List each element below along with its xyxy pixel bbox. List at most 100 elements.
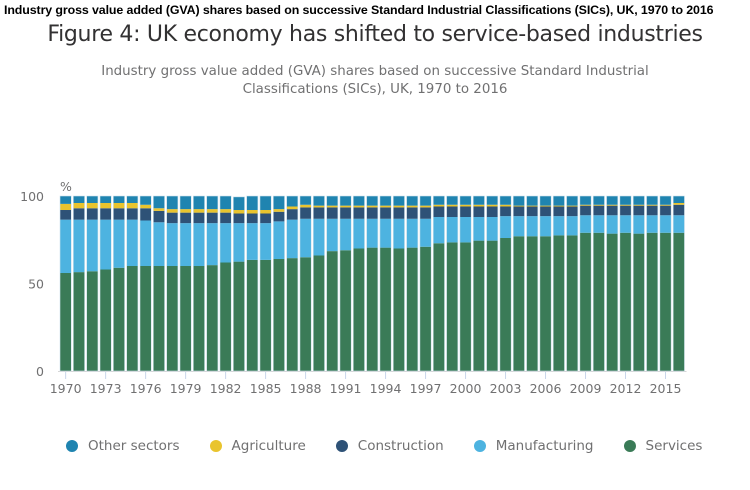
bar-segment-manufacturing[interactable] — [633, 215, 645, 234]
bar-stack-1999[interactable] — [446, 195, 459, 372]
bar-segment-manufacturing[interactable] — [619, 215, 632, 233]
bar-segment-other-sectors[interactable] — [553, 196, 565, 206]
bar-segment-other-sectors[interactable] — [579, 196, 592, 205]
bar-stack-1979[interactable] — [179, 195, 192, 372]
bar-segment-services[interactable] — [326, 251, 338, 372]
bar-segment-agriculture[interactable] — [473, 204, 485, 207]
bar-segment-manufacturing[interactable] — [606, 215, 618, 234]
bar-segment-services[interactable] — [593, 232, 605, 371]
bar-segment-manufacturing[interactable] — [406, 218, 418, 248]
bar-segment-services[interactable] — [246, 259, 258, 372]
bar-segment-construction[interactable] — [473, 206, 485, 218]
bar-segment-other-sectors[interactable] — [366, 196, 378, 206]
bar-segment-construction[interactable] — [153, 210, 165, 223]
bar-segment-other-sectors[interactable] — [299, 196, 312, 205]
bar-segment-agriculture[interactable] — [606, 204, 618, 206]
bar-segment-agriculture[interactable] — [99, 203, 112, 209]
bar-segment-manufacturing[interactable] — [126, 219, 138, 267]
bar-segment-services[interactable] — [486, 240, 498, 372]
bar-segment-manufacturing[interactable] — [646, 215, 658, 233]
bar-segment-services[interactable] — [99, 269, 112, 372]
bar-segment-services[interactable] — [406, 247, 418, 372]
bar-segment-manufacturing[interactable] — [206, 223, 218, 266]
bar-segment-manufacturing[interactable] — [273, 221, 285, 260]
bar-segment-agriculture[interactable] — [526, 205, 538, 207]
bar-segment-manufacturing[interactable] — [513, 216, 525, 237]
bar-segment-services[interactable] — [179, 266, 192, 371]
bar-segment-services[interactable] — [473, 240, 485, 372]
bar-stack-1989[interactable] — [312, 195, 325, 372]
bar-segment-agriculture[interactable] — [219, 209, 232, 213]
bar-stack-2016[interactable] — [672, 195, 685, 372]
bar-segment-other-sectors[interactable] — [273, 196, 285, 210]
bar-stack-2007[interactable] — [552, 195, 565, 372]
bar-segment-construction[interactable] — [673, 204, 685, 216]
bar-segment-services[interactable] — [366, 247, 378, 372]
bar-stack-1983[interactable] — [232, 196, 245, 372]
bar-segment-other-sectors[interactable] — [286, 196, 298, 207]
bar-segment-other-sectors[interactable] — [166, 196, 178, 210]
bar-segment-other-sectors[interactable] — [499, 196, 512, 205]
bar-segment-other-sectors[interactable] — [406, 196, 418, 206]
bar-segment-manufacturing[interactable] — [393, 218, 405, 249]
bar-segment-construction[interactable] — [486, 206, 498, 218]
bar-segment-agriculture[interactable] — [566, 205, 578, 207]
bar-segment-agriculture[interactable] — [673, 203, 685, 205]
bar-segment-services[interactable] — [166, 266, 178, 371]
bar-segment-construction[interactable] — [553, 206, 565, 217]
bar-segment-agriculture[interactable] — [179, 209, 192, 213]
bar-segment-services[interactable] — [553, 235, 565, 372]
legend-item-agriculture[interactable]: Agriculture — [209, 438, 306, 454]
bar-segment-other-sectors[interactable] — [619, 196, 632, 205]
bar-segment-agriculture[interactable] — [286, 206, 298, 210]
legend-item-other-sectors[interactable]: Other sectors — [66, 438, 180, 454]
bar-segment-manufacturing[interactable] — [246, 223, 258, 260]
bar-segment-other-sectors[interactable] — [153, 196, 165, 209]
legend-item-construction[interactable]: Construction — [335, 438, 444, 454]
bar-segment-manufacturing[interactable] — [593, 215, 605, 233]
bar-segment-construction[interactable] — [246, 213, 258, 224]
bar-segment-manufacturing[interactable] — [259, 223, 272, 260]
bar-segment-agriculture[interactable] — [326, 205, 338, 208]
bar-stack-1995[interactable] — [392, 195, 405, 372]
bar-stack-1990[interactable] — [326, 195, 339, 372]
bar-segment-agriculture[interactable] — [73, 203, 85, 209]
bar-segment-manufacturing[interactable] — [139, 220, 152, 267]
bar-segment-construction[interactable] — [593, 205, 605, 216]
bar-segment-other-sectors[interactable] — [526, 196, 538, 206]
bar-stack-2003[interactable] — [499, 195, 512, 372]
bar-segment-other-sectors[interactable] — [139, 196, 152, 205]
bar-segment-services[interactable] — [233, 261, 245, 372]
bar-segment-agriculture[interactable] — [379, 205, 392, 208]
bar-segment-services[interactable] — [606, 233, 618, 372]
bar-segment-services[interactable] — [139, 266, 152, 371]
bar-segment-construction[interactable] — [86, 208, 98, 220]
bar-segment-manufacturing[interactable] — [326, 218, 338, 252]
bar-segment-manufacturing[interactable] — [659, 215, 672, 233]
bar-stack-1997[interactable] — [419, 195, 432, 372]
legend-item-services[interactable]: Services — [623, 438, 702, 454]
bar-segment-construction[interactable] — [459, 206, 472, 218]
bar-segment-construction[interactable] — [353, 207, 365, 219]
bar-stack-2005[interactable] — [526, 195, 539, 372]
bar-stack-2001[interactable] — [472, 195, 485, 372]
bar-segment-manufacturing[interactable] — [353, 218, 365, 249]
bar-segment-construction[interactable] — [513, 206, 525, 217]
bar-stack-1988[interactable] — [299, 195, 312, 372]
bar-stack-1994[interactable] — [379, 195, 392, 372]
bar-segment-services[interactable] — [673, 232, 685, 371]
bar-segment-construction[interactable] — [179, 212, 192, 224]
bar-segment-construction[interactable] — [499, 206, 512, 217]
bar-segment-services[interactable] — [579, 232, 592, 371]
bar-segment-manufacturing[interactable] — [526, 216, 538, 237]
bar-segment-services[interactable] — [339, 250, 352, 371]
bar-segment-manufacturing[interactable] — [433, 217, 445, 244]
bar-segment-services[interactable] — [513, 236, 525, 371]
bar-stack-1976[interactable] — [139, 195, 152, 372]
bar-segment-services[interactable] — [393, 248, 405, 372]
bar-segment-agriculture[interactable] — [459, 204, 472, 207]
bar-segment-construction[interactable] — [166, 212, 178, 224]
bar-segment-construction[interactable] — [73, 208, 85, 220]
bar-segment-other-sectors[interactable] — [113, 196, 125, 203]
bar-segment-services[interactable] — [273, 259, 285, 371]
